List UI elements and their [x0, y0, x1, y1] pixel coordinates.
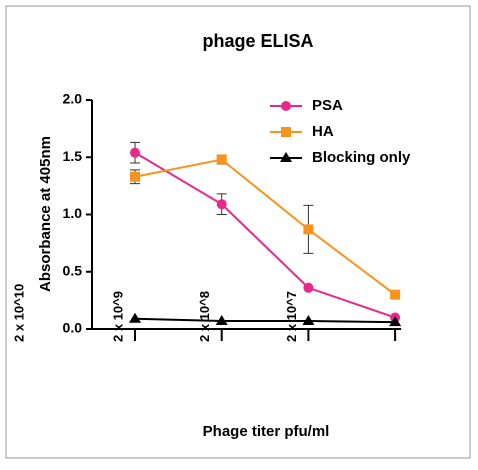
data-point: [215, 314, 228, 325]
chart-title: phage ELISA: [202, 31, 313, 51]
data-point: [390, 289, 401, 300]
series-line: [134, 158, 396, 296]
series-line: [134, 317, 396, 324]
y-axis-label: Absorbance at 405nm: [37, 136, 54, 292]
data-point: [130, 147, 140, 158]
legend-label: Blocking only: [312, 149, 411, 166]
annotation: 2 x 10^10: [11, 284, 26, 342]
x-axis-label: Phage titer pfu/ml: [203, 423, 330, 440]
legend-label: PSA: [312, 97, 343, 114]
legend-marker: [280, 152, 292, 162]
y-tick-label: 0.0: [63, 320, 83, 336]
y-tick-label: 1.5: [63, 148, 83, 164]
data-point: [216, 154, 227, 165]
legend-marker: [281, 127, 291, 137]
y-tick-label: 0.5: [63, 262, 83, 278]
y-tick-label: 1.0: [63, 205, 83, 221]
frame: [5, 5, 471, 459]
data-point: [303, 282, 314, 293]
x-tick-label: 2 x 10^9: [110, 291, 125, 342]
x-tick-label: 2 x 10^8: [197, 291, 212, 342]
data-point: [302, 314, 315, 325]
series-line: [134, 151, 396, 319]
data-point: [389, 316, 402, 327]
legend-marker: [281, 101, 291, 111]
data-point: [129, 312, 141, 323]
data-point: [303, 224, 314, 235]
legend-label: HA: [312, 123, 334, 140]
x-tick-label: 2 x 10^7: [284, 291, 299, 342]
y-tick-label: 2.0: [63, 91, 83, 107]
data-point: [216, 199, 227, 210]
data-point: [130, 171, 140, 182]
